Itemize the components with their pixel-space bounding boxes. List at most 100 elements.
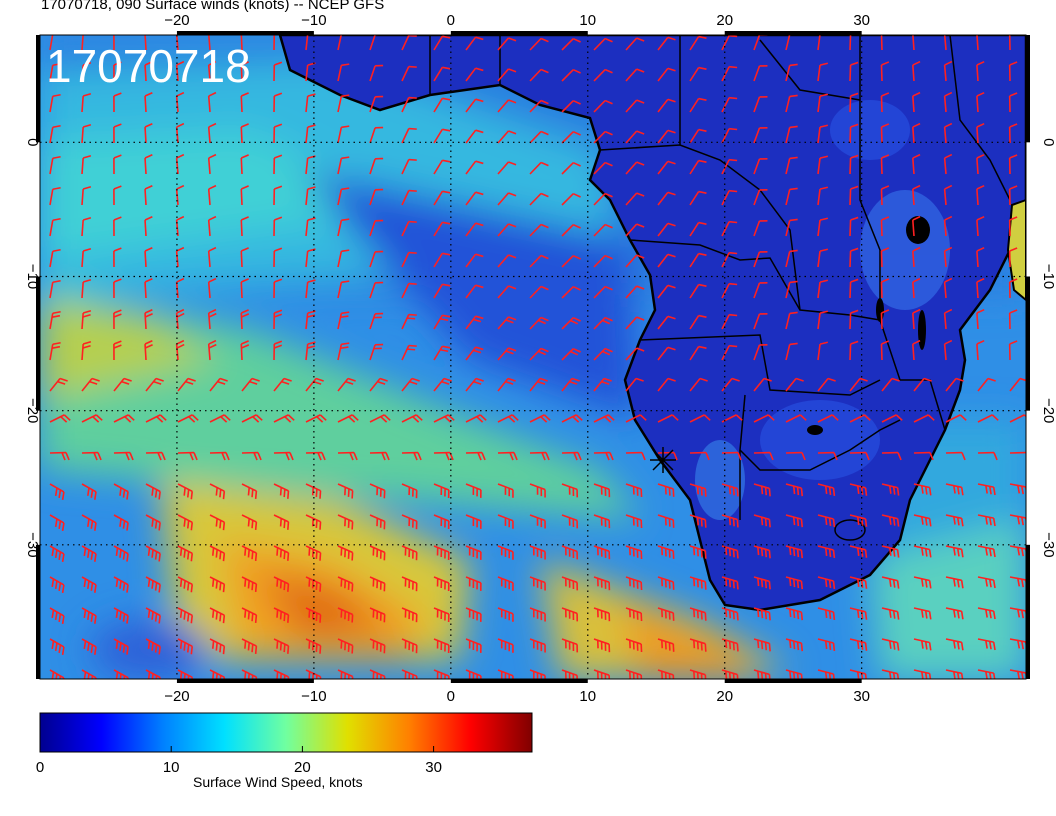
wind-barb: [49, 414, 71, 423]
wind-barb: [497, 254, 517, 268]
wind-barb: [945, 514, 964, 527]
wind-barb: [943, 35, 947, 51]
wind-barb: [945, 638, 964, 651]
wind-barb: [144, 216, 153, 237]
wind-barb: [369, 188, 384, 206]
wind-barb: [175, 35, 179, 51]
wind-barb: [144, 340, 153, 361]
wind-barb: [337, 483, 354, 499]
wind-barb: [145, 576, 161, 593]
wind-barb: [913, 451, 934, 461]
wind-barb: [145, 483, 161, 500]
wind-barb: [943, 215, 953, 237]
wind-barb: [273, 483, 290, 499]
wind-barb: [977, 451, 998, 461]
wind-barb: [497, 576, 514, 591]
wind-barb: [529, 37, 549, 51]
lon-tick-label-bottom: −20: [164, 688, 189, 705]
wind-barb: [817, 638, 836, 652]
wind-barb: [529, 161, 549, 175]
wind-barb: [305, 341, 316, 361]
wind-barb: [369, 35, 384, 51]
wind-barb: [1008, 35, 1011, 51]
wind-barb: [817, 414, 839, 423]
wind-barb: [241, 607, 258, 624]
wind-barb: [593, 316, 613, 330]
frame-bar: [176, 679, 314, 683]
wind-barb: [49, 248, 61, 268]
wind-barb: [497, 99, 517, 113]
wind-barb: [689, 128, 707, 144]
wind-barb: [561, 130, 581, 144]
wind-barb: [240, 278, 249, 299]
wind-barb: [817, 155, 828, 175]
wind-barb: [753, 483, 771, 497]
wind-barb: [721, 483, 739, 497]
wind-barb: [465, 67, 484, 82]
lon-tick-label-bottom: 20: [716, 688, 733, 705]
wind-barb: [721, 65, 738, 82]
wind-barb: [401, 313, 417, 330]
wind-barb: [209, 414, 231, 423]
wind-barb: [465, 638, 482, 653]
wind-barb: [689, 314, 707, 330]
wind-barb: [753, 35, 768, 51]
wind-barb: [561, 192, 581, 206]
wind-barb: [753, 127, 768, 144]
wind-barb: [240, 185, 249, 206]
wind-barb: [912, 215, 921, 237]
wind-barb: [369, 414, 391, 423]
wind-barb: [689, 35, 707, 51]
wind-barb: [144, 123, 153, 144]
wind-barb: [657, 36, 676, 51]
wind-barb: [849, 154, 859, 175]
wind-barb: [337, 638, 354, 654]
wind-barb: [337, 311, 350, 330]
wind-barb: [625, 607, 643, 622]
wind-barb: [880, 123, 890, 144]
wind-barb: [753, 251, 768, 268]
wind-barb: [81, 607, 97, 624]
wind-barb: [625, 545, 643, 560]
wind-barb: [945, 576, 964, 589]
lat-tick-label-right: −30: [1040, 532, 1056, 557]
wind-barb: [625, 223, 645, 237]
wind-barb: [241, 377, 260, 392]
wind-barb: [207, 308, 217, 330]
wind-barb: [369, 157, 384, 175]
wind-barb: [593, 414, 615, 423]
wind-barb: [561, 285, 581, 299]
wind-barb: [657, 576, 675, 590]
wind-barb: [1008, 340, 1018, 361]
wind-barb: [369, 377, 388, 392]
wind-barb: [657, 253, 676, 268]
wind-barb: [657, 607, 675, 621]
colorbar: [39, 712, 533, 753]
wind-barb: [977, 545, 996, 558]
wind-barb: [753, 638, 771, 652]
wind-barb: [465, 545, 482, 560]
frame-bar: [36, 544, 40, 679]
wind-barb: [849, 216, 859, 237]
wind-barb: [113, 309, 122, 330]
wind-barb: [273, 669, 290, 679]
wind-barb: [465, 483, 482, 498]
wind-barb: [145, 377, 164, 392]
wind-barb: [177, 545, 194, 562]
wind-barb: [976, 91, 985, 113]
wind-barb: [977, 514, 996, 527]
wind-barb: [657, 67, 676, 82]
wind-barb: [175, 277, 185, 299]
wind-barb: [207, 91, 217, 113]
wind-barb: [241, 638, 258, 655]
wind-barb: [689, 252, 707, 268]
wind-barb: [849, 514, 868, 527]
wind-barb: [207, 246, 217, 268]
wind-barb: [880, 185, 890, 206]
wind-barb: [881, 483, 900, 496]
wind-barb: [849, 545, 868, 558]
lat-tick-label-left: 0: [24, 138, 41, 146]
wind-barb: [593, 223, 613, 237]
wind-barb: [369, 95, 384, 113]
wind-barb: [305, 414, 327, 423]
